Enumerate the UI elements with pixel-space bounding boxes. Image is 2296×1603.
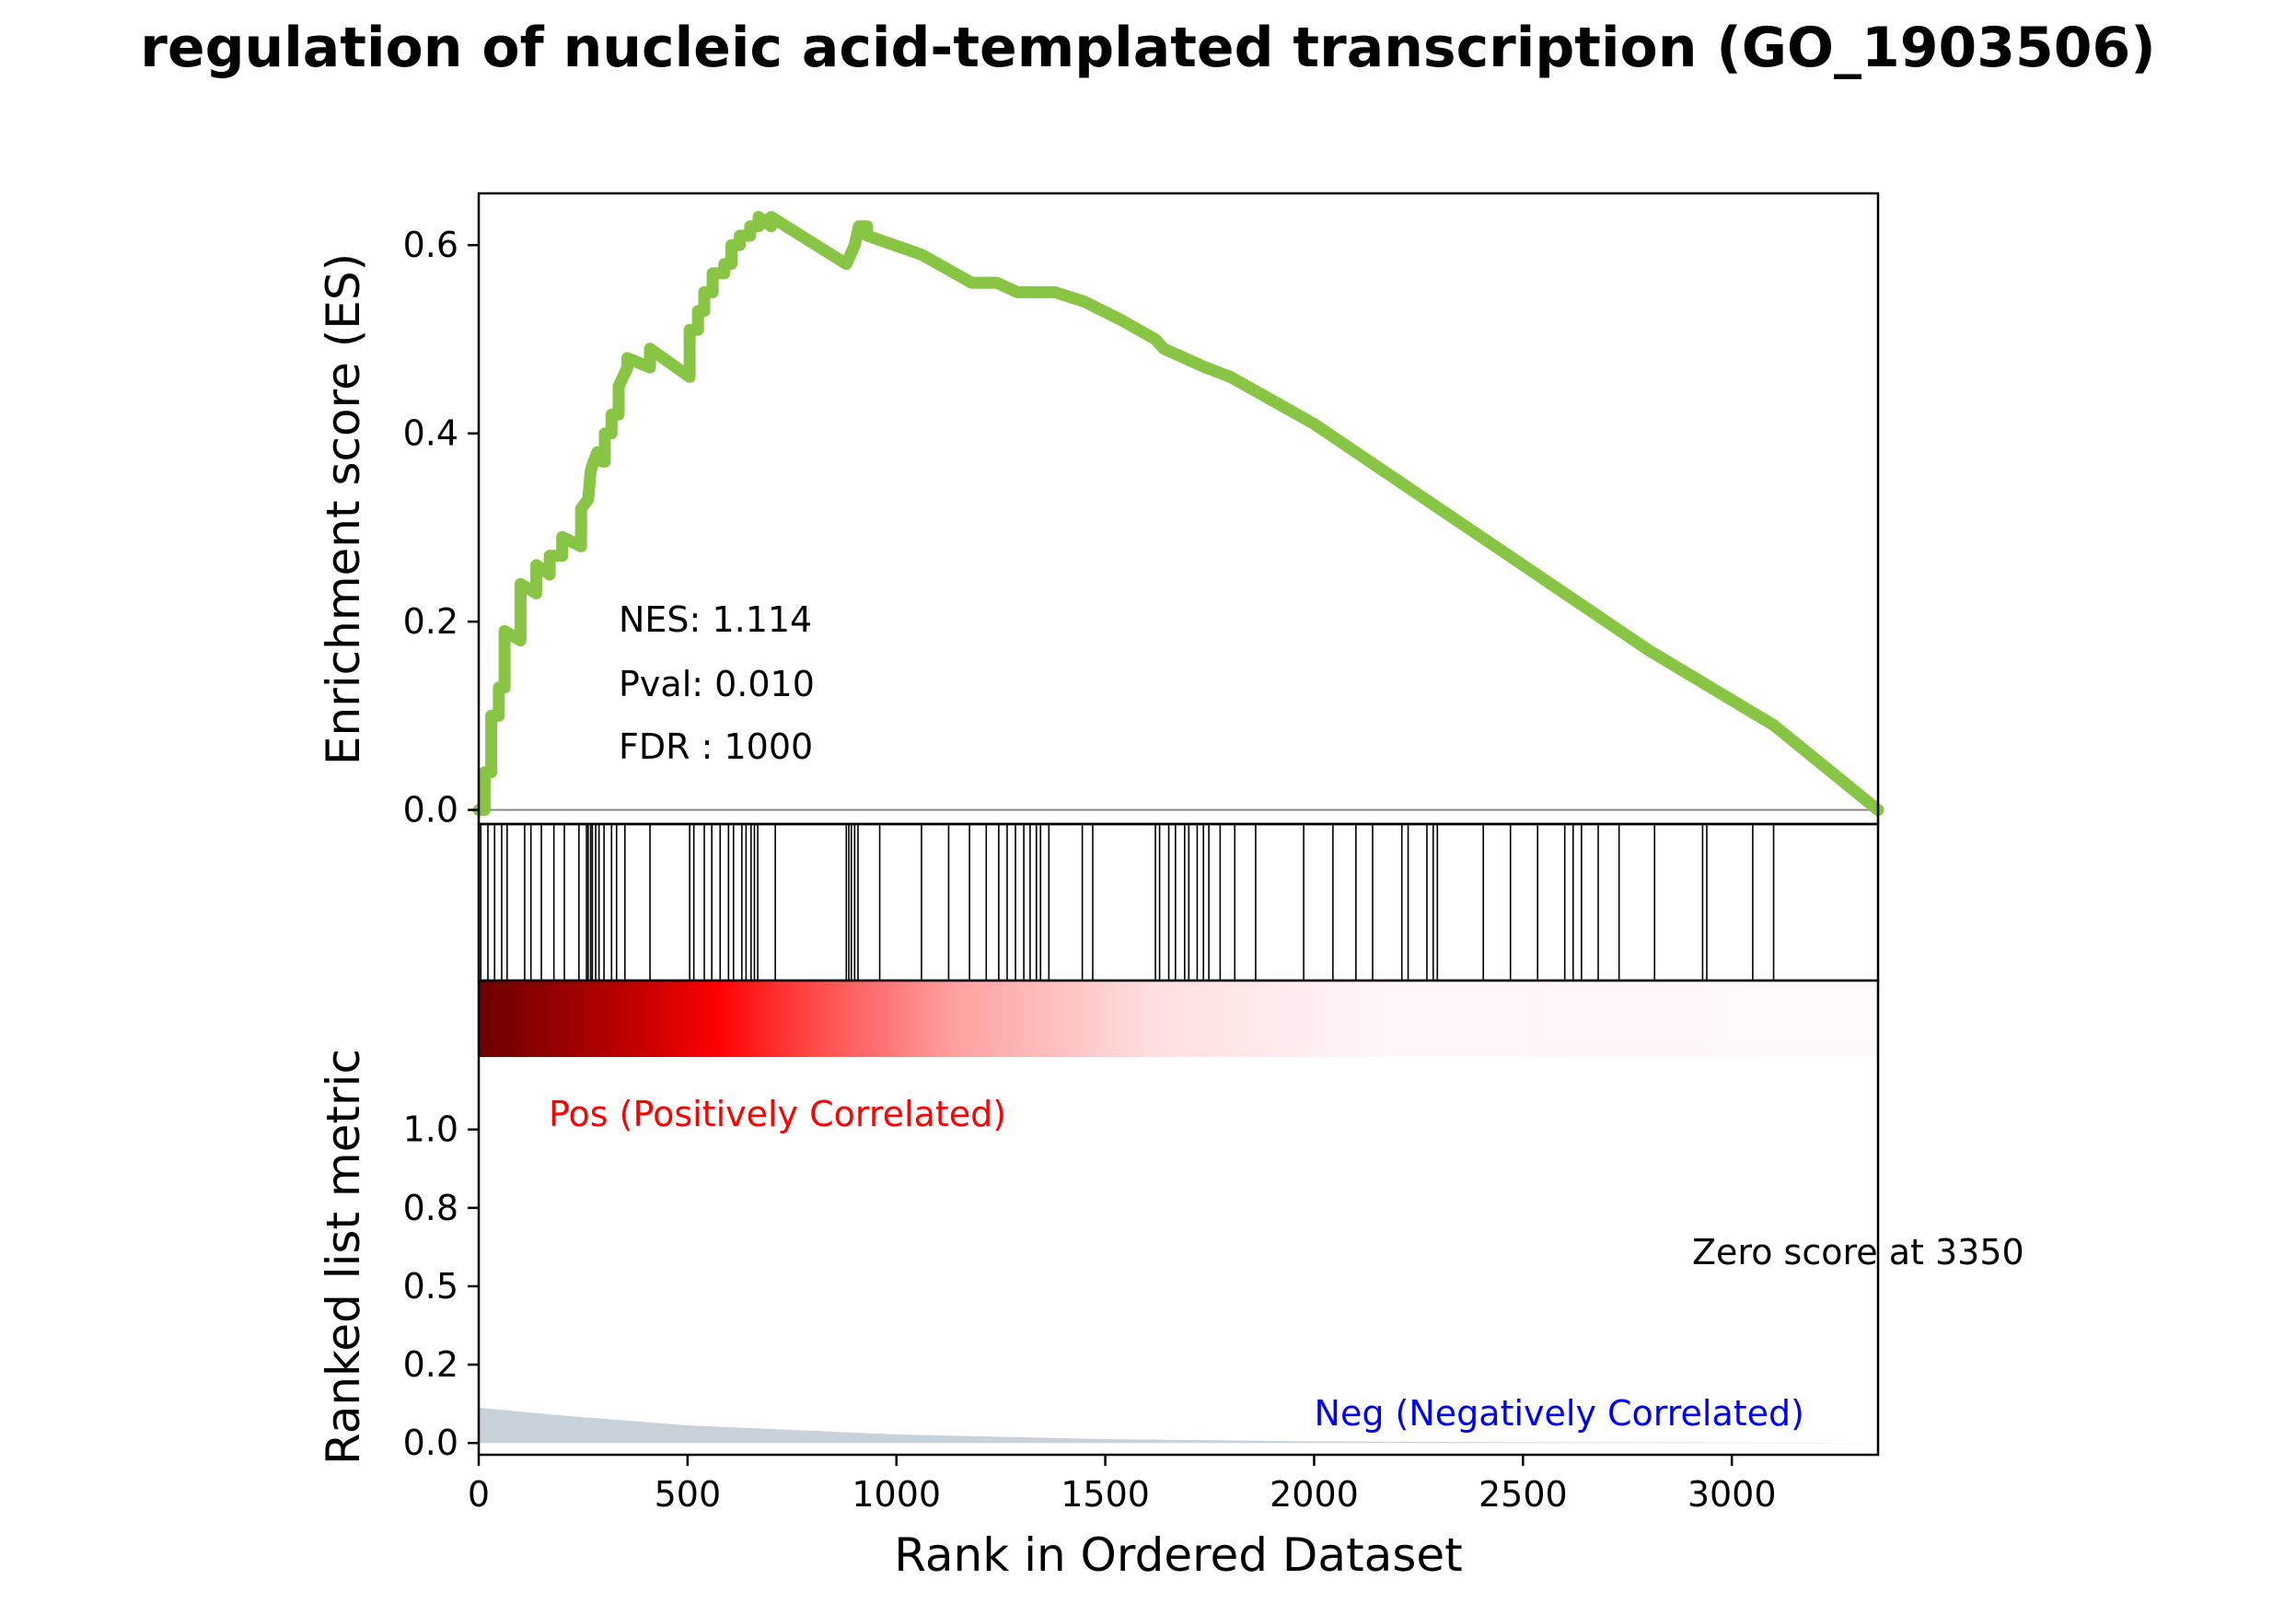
rank-x-tick-label: 2500: [1478, 1474, 1568, 1515]
positive-correlation-label: Pos (Positively Correlated): [549, 1094, 1006, 1134]
rank-y-tick-label: 0.5: [403, 1266, 458, 1307]
rank-x-tick-label: 500: [655, 1474, 722, 1515]
hits-frame: [477, 822, 1880, 982]
fdr-stat: FDR : 1000: [619, 726, 813, 767]
rank-y-tick-label: 0.8: [403, 1188, 458, 1228]
es-y-tick-label: 0.4: [403, 413, 458, 454]
negative-correlation-label: Neg (Negatively Correlated): [1315, 1393, 1804, 1434]
ranked-panel: 0.0 0.2 0.5 0.8 1.0 0 500 1000 1500 2000 2500 3000…: [317, 979, 2024, 1582]
enrichment-panel: 0.0 0.2 0.4 0.6 Enrichment score (ES) NES: …: [317, 192, 1884, 831]
rank-y-tick-label: 0.2: [403, 1344, 458, 1385]
rank-x-tick-label: 1000: [852, 1474, 941, 1515]
rank-y-axis-label: Ranked list metric: [317, 1049, 370, 1465]
es-y-tick-label: 0.0: [403, 790, 458, 831]
nes-stat: NES: 1.114: [619, 599, 812, 640]
es-y-tick-label: 0.6: [403, 225, 458, 265]
chart-title: regulation of nucleic acid-templated tra…: [140, 16, 2155, 80]
rank-y-tick-label: 0.0: [403, 1423, 458, 1463]
rank-x-tick-label: 1500: [1061, 1474, 1150, 1515]
rank-y-tick-label: 1.0: [403, 1109, 458, 1150]
es-y-tick-label: 0.2: [403, 601, 458, 642]
rank-x-tick-label: 0: [468, 1474, 490, 1515]
metric-area: [479, 1407, 1878, 1444]
rank-x-axis-label: Rank in Ordered Dataset: [894, 1528, 1462, 1582]
rank-x-tick-label: 3000: [1687, 1474, 1777, 1515]
pval-stat: Pval: 0.010: [619, 664, 815, 704]
rank-y-axis: 0.0 0.2 0.5 0.8 1.0: [403, 1109, 479, 1463]
rank-x-tick-label: 2000: [1270, 1474, 1359, 1515]
zero-score-label: Zero score at 3350: [1692, 1232, 2024, 1272]
es-y-axis: 0.0 0.2 0.4 0.6: [403, 225, 479, 831]
rank-x-axis: 0 500 1000 1500 2000 2500 3000: [468, 1455, 1777, 1515]
hits-panel: [477, 822, 1880, 982]
es-line: [472, 211, 1884, 817]
es-axis-label: Enrichment score (ES): [317, 253, 370, 765]
ranked-frame: [477, 979, 1880, 1457]
correlation-heatmap: [479, 981, 1878, 1057]
